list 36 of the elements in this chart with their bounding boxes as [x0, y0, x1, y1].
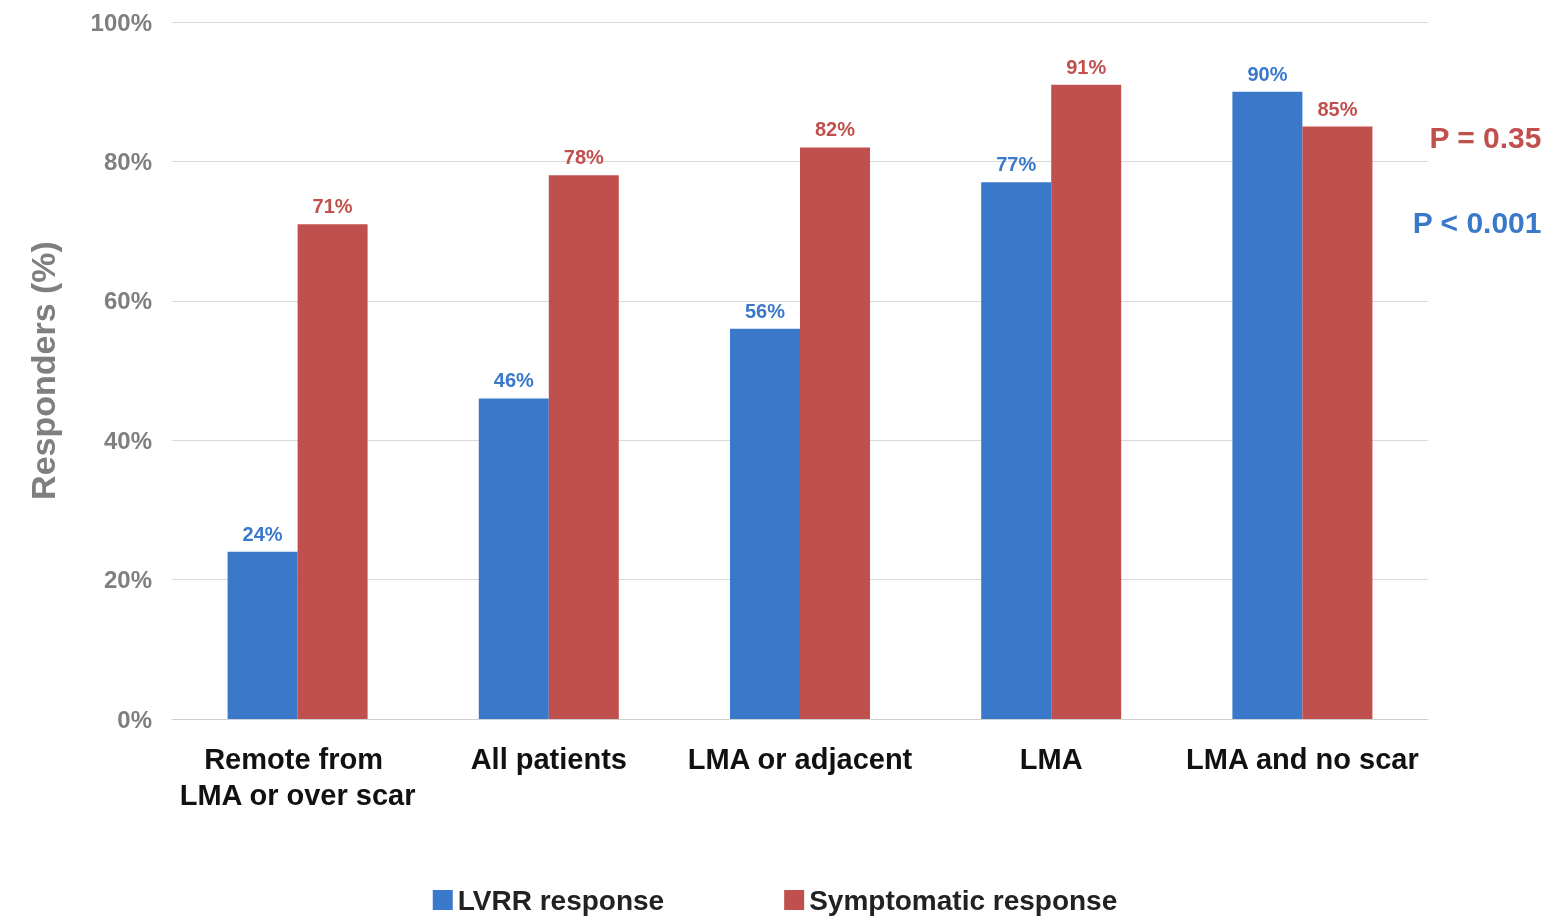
x-tick-label: LMA and no scar	[1186, 743, 1419, 775]
x-tick-label: All patients	[470, 743, 627, 775]
bar	[1051, 84, 1122, 719]
y-tick-label: 100%	[90, 8, 152, 36]
y-tick-label: 20%	[103, 566, 152, 594]
legend-label: LVRR response	[457, 884, 665, 916]
x-tick-label: LMA	[1019, 743, 1083, 775]
data-label: 24%	[242, 522, 283, 545]
bar	[730, 328, 800, 719]
data-label: 82%	[814, 118, 856, 141]
x-tick-label: LMA or adjacent	[687, 743, 913, 775]
y-tick-label: 40%	[103, 426, 152, 454]
x-tick-label: Remote from LMA or over scar	[179, 743, 416, 811]
text: P = 0.35	[1429, 120, 1542, 154]
data-label: 46%	[493, 369, 535, 392]
y-tick-label: 0%	[117, 705, 152, 733]
bar	[227, 551, 298, 719]
data-label: 71%	[312, 195, 353, 218]
data-label: 78%	[563, 146, 605, 169]
y-axis-title: Responders (%)	[24, 241, 62, 500]
bar	[548, 175, 619, 719]
y-tick-label: 60%	[103, 287, 152, 315]
data-label: 91%	[1066, 55, 1107, 78]
y-tick-label: 80%	[103, 147, 152, 175]
bar	[800, 147, 870, 719]
bar	[1302, 126, 1373, 719]
data-label: 77%	[996, 153, 1037, 176]
bar	[981, 182, 1052, 719]
data-label: 85%	[1317, 97, 1358, 120]
data-label: 90%	[1247, 62, 1288, 85]
annotation: P < 0.001	[1412, 205, 1542, 239]
legend-label: Symptomatic response	[809, 884, 1118, 916]
bar	[1232, 91, 1303, 719]
bar	[478, 398, 549, 719]
data-label: 56%	[744, 299, 786, 322]
bar	[297, 224, 368, 719]
